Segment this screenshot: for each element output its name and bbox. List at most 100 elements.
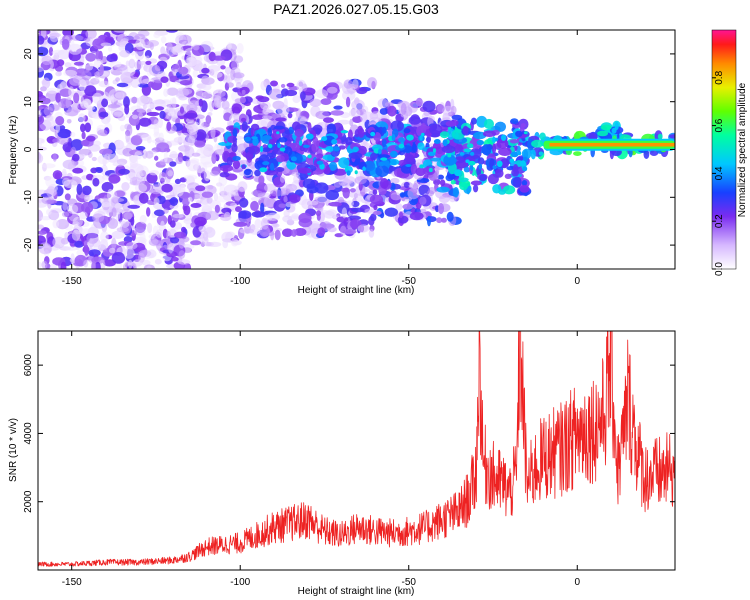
heatmap-cell (315, 110, 330, 120)
heatmap-cell (309, 98, 322, 107)
heatmap-cell (357, 145, 368, 156)
heatmap-cell (492, 136, 496, 143)
heatmap-cell (62, 30, 74, 37)
heatmap-cell (476, 139, 484, 146)
heatmap-cell (415, 97, 423, 107)
heatmap-cell (138, 117, 152, 127)
heatmap-cell (384, 207, 398, 217)
heatmap-cell (482, 130, 497, 137)
heatmap-cell (125, 60, 130, 67)
heatmap-cell (86, 173, 94, 181)
heatmap-cell (187, 196, 193, 203)
heatmap-cell (453, 187, 459, 198)
heatmap-cell (72, 167, 84, 174)
heatmap-cell (192, 44, 200, 51)
heatmap-cell (320, 210, 329, 215)
heatmap-cell (201, 91, 213, 99)
heatmap-cell (210, 170, 220, 177)
x-tick-label: 0 (574, 276, 580, 287)
heatmap-cell (235, 206, 242, 213)
heatmap-cell (113, 111, 124, 116)
heatmap-cell (283, 210, 290, 217)
heatmap-cell (119, 50, 130, 58)
heatmap-cell (70, 35, 84, 41)
heatmap-cell (217, 194, 231, 203)
heatmap-cell (293, 153, 303, 164)
heatmap-cell (404, 154, 415, 163)
heatmap-cell (178, 250, 186, 259)
heatmap-cell (55, 71, 62, 77)
heatmap-cell (84, 64, 94, 71)
heatmap-cell (135, 221, 147, 230)
heatmap-cell (260, 80, 267, 91)
heatmap-cell (220, 65, 226, 70)
heatmap-cell (399, 211, 403, 218)
heatmap-cell (520, 160, 526, 167)
heatmap-cell (70, 253, 75, 265)
heatmap-cell (357, 127, 365, 138)
heatmap-cell (169, 97, 177, 104)
spectrogram-y-ticks: -20 -10 0 10 20 (23, 48, 675, 252)
heatmap-cell (52, 138, 60, 144)
heatmap-cell (116, 82, 129, 88)
heatmap-cell (341, 207, 348, 219)
heatmap-cell (530, 149, 536, 160)
heatmap-cell (439, 131, 450, 139)
heatmap-cell (283, 195, 288, 203)
snr-series-line (38, 331, 675, 567)
heatmap-cell (137, 96, 149, 104)
heatmap-cell (232, 160, 241, 170)
heatmap-cell (504, 173, 512, 179)
heatmap-cell (232, 156, 241, 161)
heatmap-cell (80, 123, 86, 133)
heatmap-cell (484, 118, 494, 130)
heatmap-cell (398, 137, 405, 143)
heatmap-cell (55, 116, 65, 126)
heatmap-cell (503, 185, 516, 195)
heatmap-cell (201, 77, 215, 85)
heatmap-cell (252, 137, 259, 146)
heatmap-cell (398, 143, 405, 149)
heatmap-cell (85, 52, 97, 62)
heatmap-cell (292, 121, 301, 131)
heatmap-cell (426, 190, 435, 197)
heatmap-cell (125, 242, 138, 250)
heatmap-cell (286, 82, 295, 88)
heatmap-cell (446, 211, 454, 222)
heatmap-cell (108, 174, 121, 184)
heatmap-cell (445, 120, 457, 127)
spectrogram-x-label: Height of straight line (km) (298, 285, 415, 296)
heatmap-cell (316, 160, 324, 165)
heatmap-cell (342, 229, 357, 235)
heatmap-cell (113, 191, 118, 203)
heatmap-cell (325, 189, 340, 201)
heatmap-cell (291, 229, 297, 237)
heatmap-cell (290, 156, 297, 162)
heatmap-cell (99, 111, 109, 118)
heatmap-cell (320, 98, 332, 105)
heatmap-cell (348, 152, 363, 159)
heatmap-cell (172, 64, 180, 70)
heatmap-cell (240, 117, 247, 122)
heatmap-cell (76, 183, 83, 196)
heatmap-cell (112, 161, 126, 167)
heatmap-cell (433, 178, 441, 186)
y-tick-label: 6000 (23, 354, 34, 377)
heatmap-cell (428, 167, 433, 173)
heatmap-cell (72, 153, 80, 162)
heatmap-cell (333, 105, 343, 110)
heatmap-cell (454, 169, 462, 177)
heatmap-cell (177, 135, 186, 143)
heatmap-cell (531, 139, 544, 148)
heatmap-cell (111, 207, 117, 218)
heatmap-cell (400, 196, 413, 202)
heatmap-cell (147, 136, 152, 144)
heatmap-cell (316, 195, 329, 204)
heatmap-cell (78, 79, 87, 91)
heatmap-cell (298, 212, 312, 224)
heatmap-cell (408, 116, 421, 125)
heatmap-cell (52, 236, 66, 249)
heatmap-cell (166, 87, 179, 96)
heatmap-cell (327, 86, 338, 94)
